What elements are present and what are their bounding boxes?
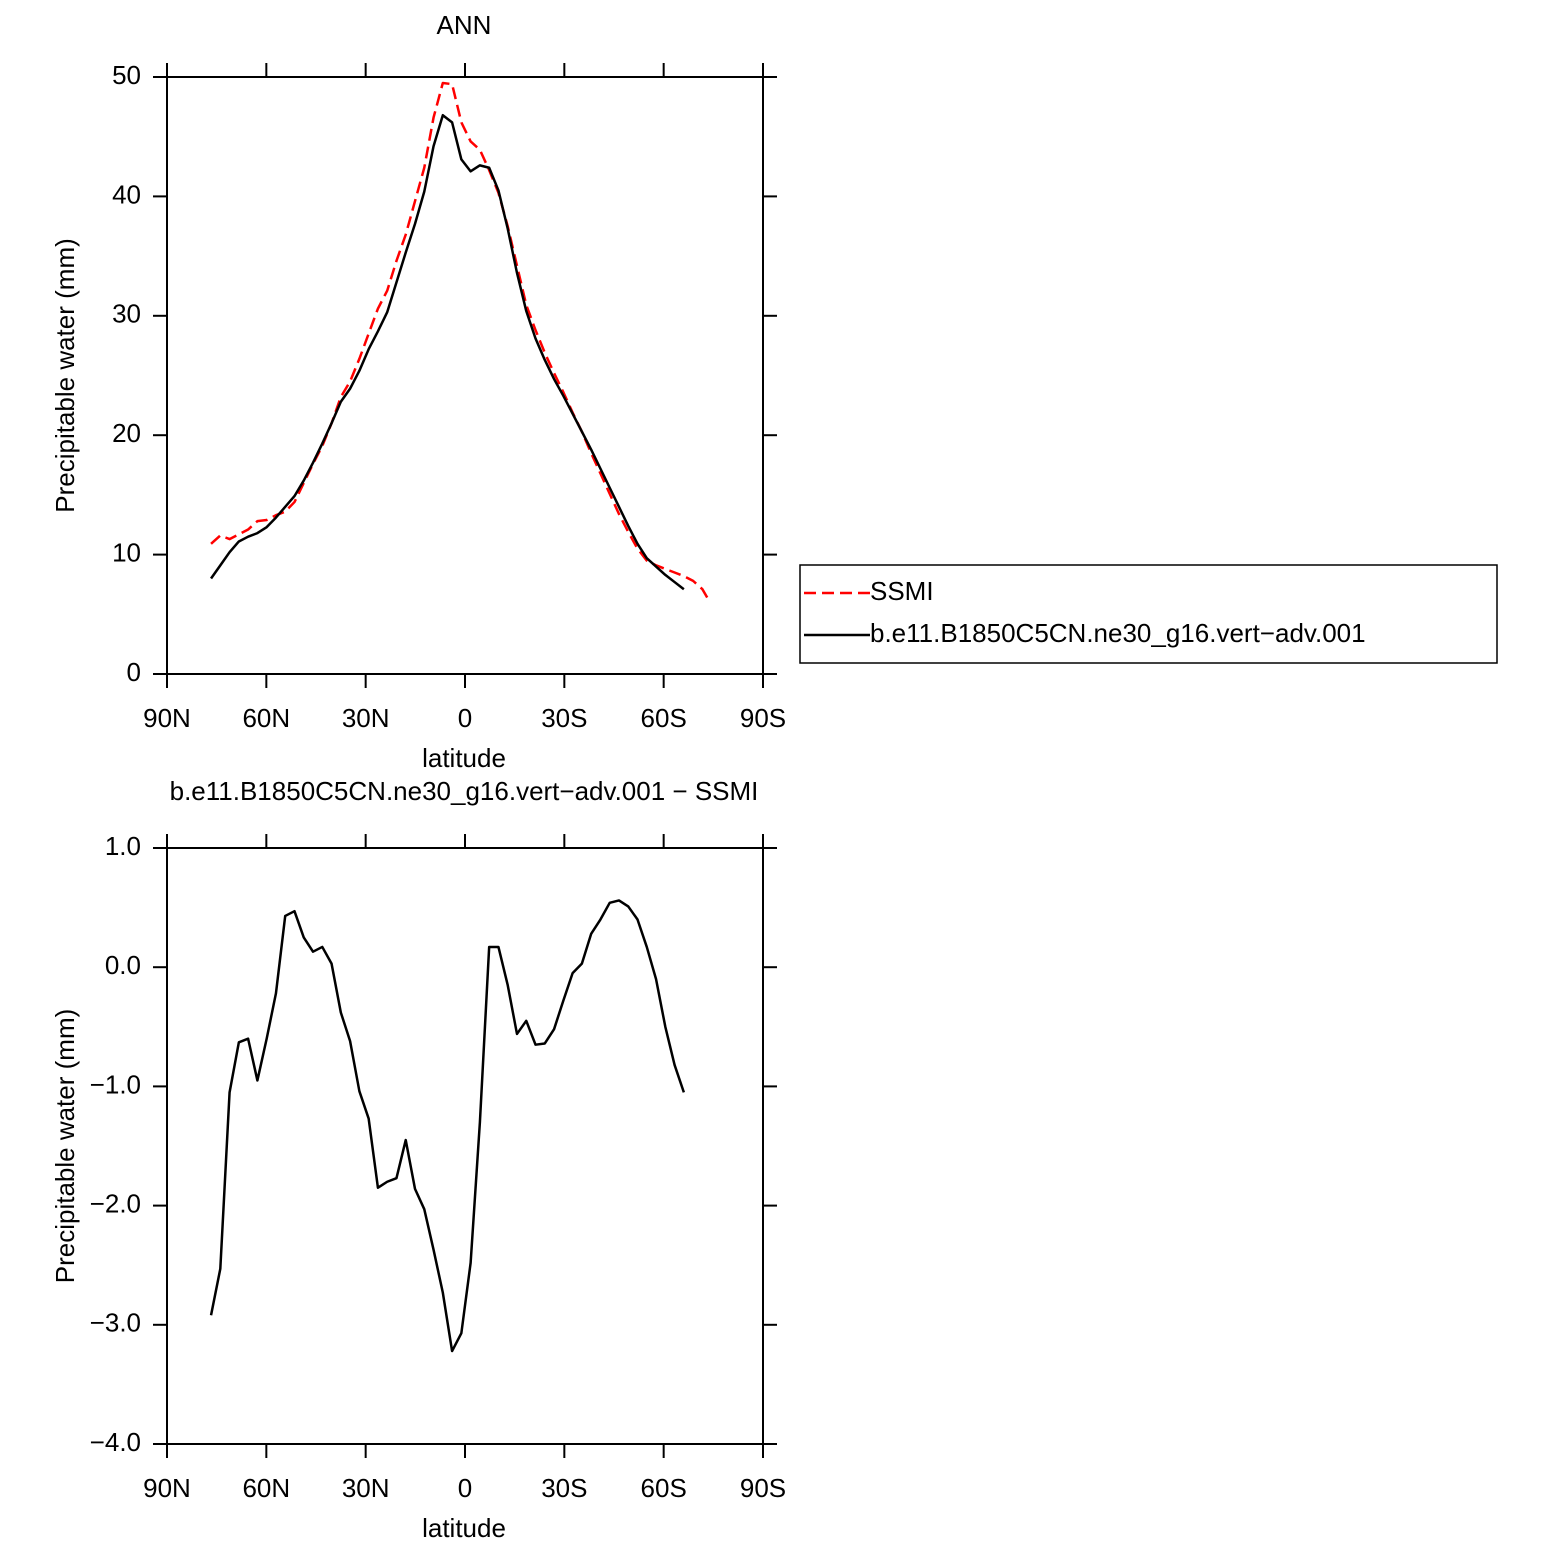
y-tick-label: −3.0: [90, 1308, 141, 1338]
data-line: [210, 113, 685, 591]
chart-title: ANN: [437, 10, 492, 40]
plot-frame: [166, 76, 764, 675]
data-line: [210, 81, 712, 603]
y-tick-label: −1.0: [90, 1069, 141, 1099]
y-tick-label: 0: [127, 657, 141, 687]
x-axis-label: latitude: [422, 743, 506, 773]
x-tick-label: 90S: [740, 1473, 786, 1503]
y-tick-label: 30: [112, 299, 141, 329]
x-tick-label: 90S: [740, 703, 786, 733]
x-tick-label: 60N: [242, 703, 290, 733]
x-tick-label: 30N: [342, 703, 390, 733]
x-tick-label: 30S: [541, 703, 587, 733]
y-tick-label: −4.0: [90, 1427, 141, 1457]
x-tick-label: 30N: [342, 1473, 390, 1503]
y-tick-label: 10: [112, 537, 141, 567]
legend-label: SSMI: [870, 576, 934, 606]
legend-label: b.e11.B1850C5CN.ne30_g16.vert−adv.001: [870, 618, 1366, 648]
chart-title: b.e11.B1850C5CN.ne30_g16.vert−adv.001 − …: [170, 776, 759, 806]
y-axis-label: Precipitable water (mm): [50, 1009, 80, 1284]
y-axis-label: Precipitable water (mm): [50, 238, 80, 513]
x-tick-label: 90N: [143, 703, 191, 733]
plot-frame: [166, 847, 764, 1445]
y-tick-label: 40: [112, 179, 141, 209]
y-tick-label: −2.0: [90, 1188, 141, 1218]
x-tick-label: 0: [458, 1473, 472, 1503]
y-tick-label: 0.0: [105, 950, 141, 980]
legend-box: [799, 564, 1498, 664]
y-tick-label: 1.0: [105, 831, 141, 861]
x-tick-label: 90N: [143, 1473, 191, 1503]
y-tick-label: 20: [112, 418, 141, 448]
x-tick-label: 0: [458, 703, 472, 733]
x-tick-label: 60S: [641, 703, 687, 733]
x-tick-label: 60S: [641, 1473, 687, 1503]
data-line: [209, 899, 686, 1353]
y-tick-label: 50: [112, 60, 141, 90]
x-tick-label: 30S: [541, 1473, 587, 1503]
x-tick-label: 60N: [242, 1473, 290, 1503]
x-axis-label: latitude: [422, 1513, 506, 1543]
